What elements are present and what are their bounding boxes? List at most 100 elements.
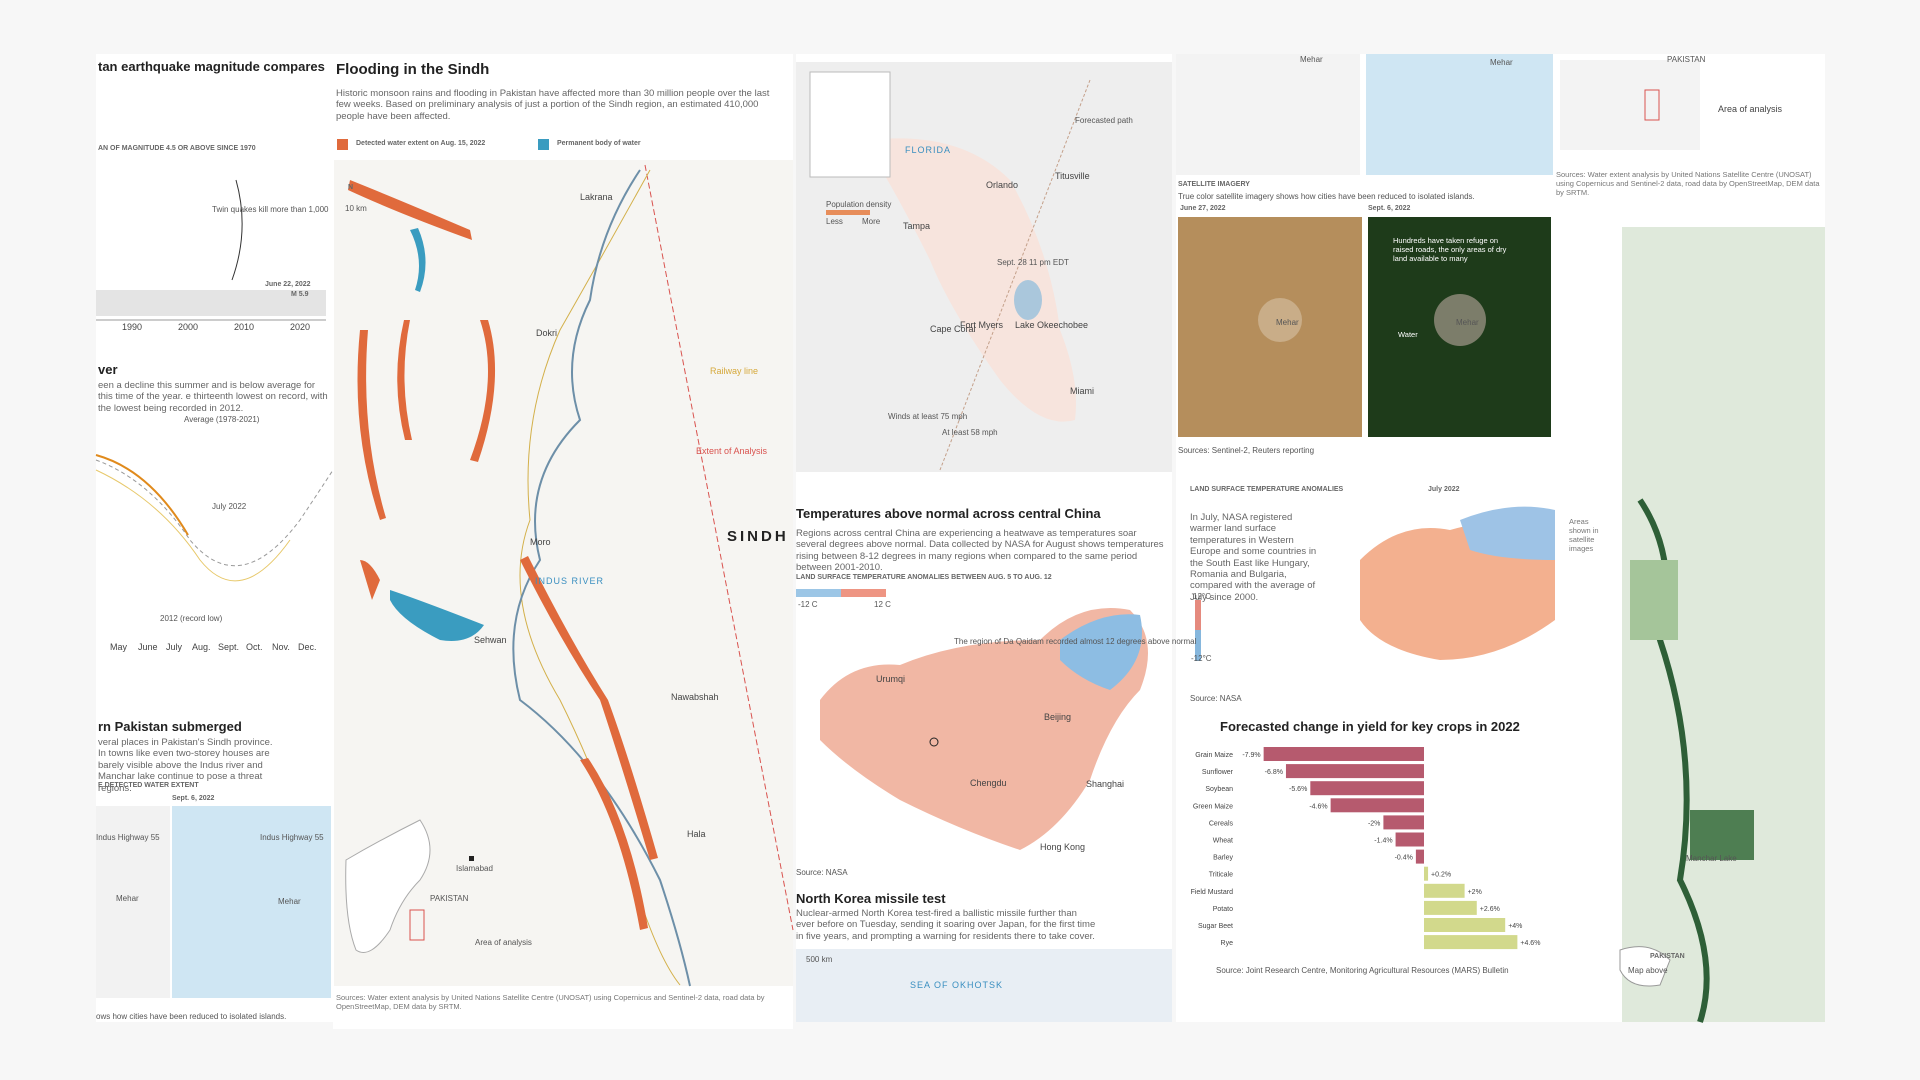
value-label: -5.6% — [1289, 786, 1307, 793]
label: July 2022 — [1428, 486, 1460, 493]
title: ver — [98, 362, 118, 377]
china-map — [796, 589, 1172, 1022]
annotation: Twin quakes kill more than 1,000 — [212, 205, 329, 214]
place-label: May — [110, 642, 128, 652]
label: Sept. 6, 2022 — [172, 795, 215, 802]
value-label: -2% — [1368, 820, 1380, 827]
place-label: July — [166, 642, 183, 652]
label: Source: NASA — [1190, 694, 1242, 703]
place-label: 2000 — [178, 322, 199, 332]
source: Sources: Water extent analysis by United… — [1556, 170, 1820, 197]
place-label: Moro — [530, 537, 551, 547]
annotation: The region of Da Qaidam recorded almost … — [954, 637, 1197, 646]
label: Regions across central China are experie… — [796, 528, 1164, 574]
place-label: Oct. — [246, 642, 263, 652]
label: Nuclear-armed North Korea test-fired a b… — [796, 908, 1096, 942]
map-before — [96, 806, 170, 998]
place-label: Shanghai — [1086, 779, 1125, 789]
label: Area of analysis — [475, 938, 532, 947]
category-label: Field Mustard — [1191, 889, 1234, 896]
category-label: Sunflower — [1202, 769, 1234, 776]
label: 500 km — [806, 955, 833, 964]
place-label: Titusville — [1055, 171, 1090, 181]
bar — [1263, 747, 1424, 761]
value-label: +2% — [1468, 889, 1482, 896]
label: True color satellite imagery shows how c… — [1178, 192, 1475, 201]
label: LAND SURFACE TEMPERATURE ANOMALIES BETWE… — [796, 574, 1052, 581]
label: Source: NASA — [796, 868, 848, 877]
label: 10 km — [345, 204, 367, 213]
label: Mehar — [1490, 58, 1513, 67]
source: Source: Joint Research Centre, Monitorin… — [1216, 966, 1509, 975]
label: -12°C — [1191, 654, 1212, 663]
label: Mehar — [1300, 55, 1323, 64]
label: Sources: Sentinel-2, Reuters reporting — [1178, 446, 1315, 455]
label: Islamabad — [456, 864, 493, 873]
place-label: Hala — [687, 829, 706, 839]
label: Manchar Lake — [1686, 854, 1737, 863]
value-label: -6.8% — [1265, 769, 1283, 776]
label: June 27, 2022 — [1180, 205, 1226, 212]
bar — [1415, 849, 1424, 864]
label: Less — [826, 217, 843, 226]
place-label: Nov. — [272, 642, 290, 652]
place-label: Dokri — [536, 328, 558, 338]
value-label: +0.2% — [1431, 872, 1451, 879]
label: N — [348, 184, 354, 191]
label: Mehar — [278, 897, 301, 906]
legend-entry: Permanent body of water — [557, 140, 641, 147]
title: North Korea missile test — [796, 891, 946, 906]
place-label: June — [138, 642, 158, 652]
label: AN OF MAGNITUDE 4.5 OR ABOVE SINCE 1970 — [98, 145, 256, 152]
source: Sources: Water extent analysis by United… — [336, 993, 765, 1011]
legend-swatch — [337, 139, 348, 150]
label: At least 58 mph — [942, 428, 998, 437]
place-label: Fort Myers — [960, 320, 1004, 330]
label: Forecasted path — [1075, 116, 1133, 125]
category-label: Cereals — [1209, 820, 1234, 827]
label: een a decline this summer and is below a… — [98, 380, 328, 414]
bar — [1424, 918, 1506, 932]
place-label: Lakrana — [580, 192, 613, 202]
title: tan earthquake magnitude compares — [98, 59, 325, 74]
label: INDUS RIVER — [535, 576, 605, 586]
title: SATELLITE IMAGERY — [1178, 181, 1250, 188]
map-after — [172, 806, 331, 998]
label: Railway line — [710, 366, 759, 376]
label: PAKISTAN — [1667, 55, 1706, 64]
sindh-map — [334, 160, 794, 987]
label: E DETECTED WATER EXTENT — [98, 782, 199, 789]
quake-dots — [96, 179, 326, 321]
title: rn Pakistan submerged — [98, 719, 242, 734]
label: Map above — [1628, 966, 1668, 975]
label: June 22, 2022 — [265, 281, 311, 288]
place-label: Miami — [1070, 386, 1094, 396]
label: Mehar — [1456, 318, 1479, 327]
label: July 2022 — [212, 502, 247, 511]
category-label: Rye — [1221, 940, 1234, 947]
label: Average (1978-2021) — [184, 415, 260, 424]
legend-swatch — [538, 139, 549, 150]
label: ows how cities have been reduced to isol… — [96, 1012, 287, 1021]
category-label: Triticale — [1209, 872, 1233, 879]
label: -12 C — [798, 600, 818, 609]
label: More — [862, 217, 881, 226]
place-label: Nawabshah — [671, 692, 719, 702]
place-label: Hong Kong — [1040, 842, 1086, 852]
label: 2012 (record low) — [160, 614, 223, 623]
title: Temperatures above normal across central… — [796, 506, 1101, 521]
label: Indus Highway 55 — [260, 833, 324, 842]
label: PAKISTAN — [430, 894, 469, 903]
title: LAND SURFACE TEMPERATURE ANOMALIES — [1190, 486, 1344, 493]
bar — [1310, 781, 1424, 796]
bar — [1424, 935, 1518, 950]
category-label: Potato — [1213, 906, 1233, 913]
label: Sept. 28 11 pm EDT — [997, 258, 1069, 267]
place-label: Cape Coral — [930, 324, 976, 334]
label: 12°C — [1193, 592, 1211, 601]
place-label: Beijing — [1044, 712, 1072, 722]
label: SINDH — [727, 528, 789, 545]
